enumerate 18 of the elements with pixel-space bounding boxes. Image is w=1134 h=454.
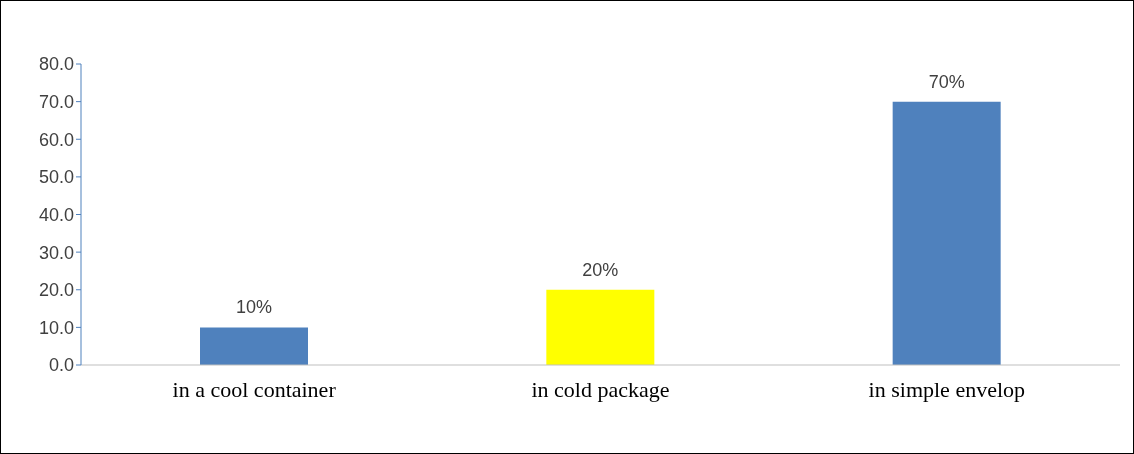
- y-tick-label: 0.0: [48, 355, 74, 376]
- data-label: 70%: [928, 71, 965, 92]
- y-tick-label: 30.0: [38, 242, 74, 263]
- y-tick-label: 50.0: [38, 167, 74, 188]
- data-label: 10%: [235, 297, 273, 318]
- x-tick-label: in simple envelop: [868, 376, 1026, 402]
- bar: [892, 101, 1001, 365]
- y-tick-label: 40.0: [38, 204, 74, 225]
- y-tick-label: 20.0: [38, 280, 74, 301]
- x-tick-label: in cold package: [531, 376, 670, 402]
- y-tick-label: 10.0: [38, 317, 74, 338]
- data-label: 20%: [582, 259, 619, 280]
- x-tick-label: in a cool container: [172, 376, 337, 402]
- bar: [546, 289, 655, 365]
- y-tick-label: 70.0: [38, 92, 74, 113]
- y-tick-label: 80.0: [38, 54, 74, 75]
- bar: [200, 327, 308, 365]
- y-tick-label: 60.0: [38, 129, 74, 150]
